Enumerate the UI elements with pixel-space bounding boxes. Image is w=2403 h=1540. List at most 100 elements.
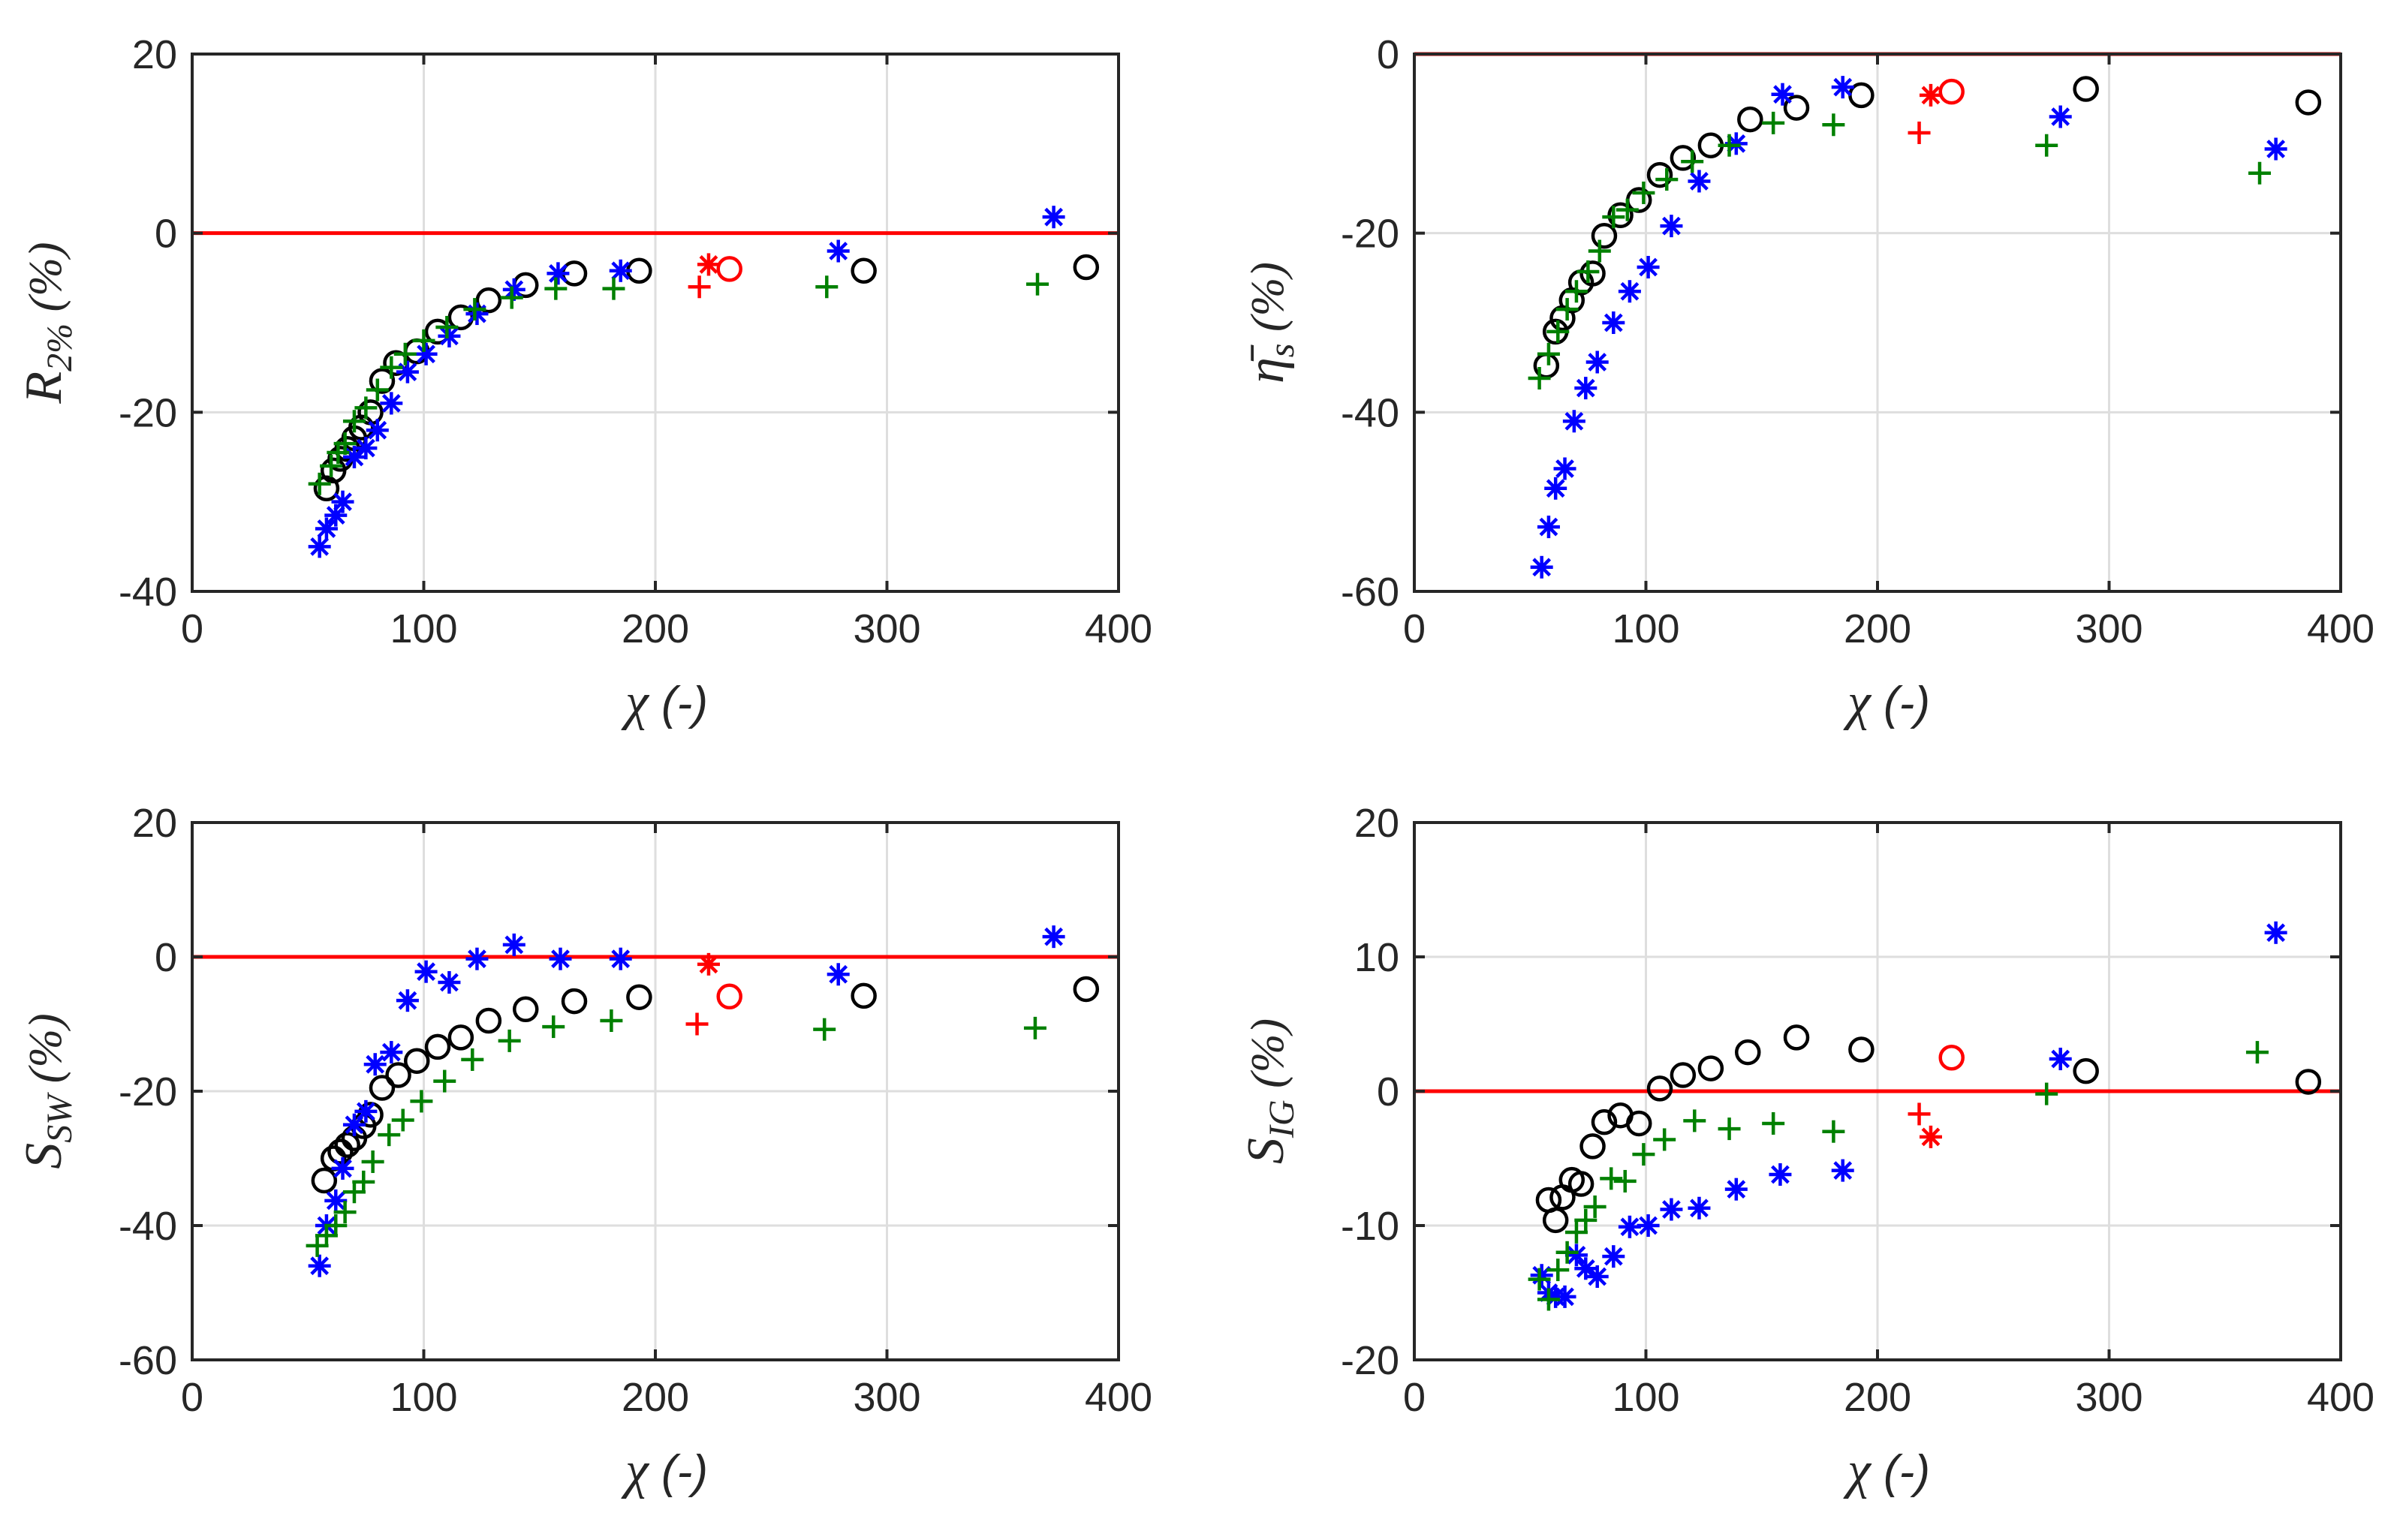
- marker-circle: [2295, 1069, 2322, 1095]
- series-red-star: [1919, 1125, 1942, 1148]
- x-tick-label: 100: [1612, 1375, 1679, 1420]
- y-tick-label: 0: [1377, 1069, 1399, 1114]
- series-red-circle: [1938, 1045, 1965, 1071]
- marker-plus: [366, 378, 389, 402]
- marker-circle: [1646, 1075, 1673, 1102]
- y-axis-label: SSW (%): [15, 1013, 80, 1169]
- marker-star: [1602, 311, 1625, 334]
- marker-plus: [685, 1012, 709, 1036]
- x-axis-symbol: χ: [621, 1442, 650, 1499]
- y-axis-unit: (%): [20, 1013, 71, 1094]
- marker-plus: [342, 1181, 366, 1204]
- series-circle-black: [1535, 1024, 2322, 1234]
- marker-circle: [561, 988, 588, 1015]
- marker-plus: [1655, 168, 1679, 191]
- marker-plus: [1632, 1143, 1655, 1166]
- marker-circle: [1938, 78, 1965, 105]
- marker-star-d2: [1564, 411, 1584, 431]
- marker-plus: [342, 410, 366, 433]
- marker-circle: [403, 1048, 430, 1074]
- marker-star-d2: [2051, 1049, 2070, 1069]
- marker-star: [396, 989, 419, 1012]
- marker-star-d2: [417, 962, 435, 982]
- marker-star: [609, 259, 632, 282]
- y-axis-symbol: S: [1237, 1138, 1295, 1164]
- marker-star-d2: [1690, 1199, 1709, 1218]
- marker-star-d2: [699, 955, 718, 974]
- marker-star-d2: [1620, 281, 1640, 301]
- marker-star: [465, 302, 489, 326]
- marker-star-d2: [504, 280, 524, 299]
- marker-star: [1618, 280, 1641, 303]
- marker-circle: [1073, 254, 1100, 281]
- x-axis-label: χ (-): [621, 673, 708, 731]
- series-red-star: [697, 253, 720, 276]
- marker-plus: [1588, 239, 1611, 263]
- marker-circle: [1579, 260, 1606, 287]
- marker-plus: [1023, 1016, 1046, 1039]
- y-tick-label: -10: [1341, 1204, 1399, 1249]
- x-axis-unit: (-): [649, 678, 708, 729]
- marker-star-d2: [468, 949, 486, 969]
- marker-star-d2: [699, 255, 718, 274]
- marker-plus: [1681, 150, 1704, 173]
- marker-star-d2: [381, 394, 401, 413]
- marker-star: [827, 239, 850, 263]
- marker-circle: [851, 257, 877, 284]
- x-axis-label: χ (-): [1843, 673, 1930, 731]
- marker-star-d2: [611, 949, 631, 969]
- y-tick-label: -40: [1341, 390, 1399, 435]
- marker-star-d2: [1773, 85, 1792, 104]
- y-tick-label: 0: [155, 212, 177, 257]
- y-tick-label: -20: [119, 1069, 177, 1114]
- marker-plus: [1564, 1220, 1588, 1244]
- marker-star-d2: [1620, 1217, 1640, 1237]
- marker-star-d2: [1567, 1245, 1586, 1265]
- marker-star-d2: [310, 537, 330, 556]
- marker-plus: [461, 1048, 484, 1071]
- marker-circle: [1073, 976, 1100, 1003]
- marker-circle: [1579, 1133, 1606, 1160]
- marker-plus: [1555, 298, 1579, 321]
- marker-circle: [1607, 202, 1634, 229]
- series-red-plus: [1908, 1102, 1931, 1126]
- x-tick-label: 300: [2075, 1375, 2143, 1420]
- marker-star: [308, 535, 331, 558]
- marker-star: [697, 253, 720, 276]
- marker-star: [1562, 410, 1585, 433]
- marker-circle: [475, 1007, 502, 1034]
- x-axis-unit: (-): [1871, 678, 1930, 729]
- marker-star: [2264, 921, 2287, 944]
- marker-star: [414, 960, 438, 983]
- y-tick-label: -40: [119, 570, 177, 615]
- series-red-circle: [1938, 78, 1965, 105]
- marker-plus: [320, 454, 343, 477]
- x-tick-label: 200: [622, 606, 689, 651]
- y-axis-label: SIG (%): [1237, 1018, 1302, 1164]
- marker-star: [1831, 1159, 1854, 1182]
- marker-star-d2: [1604, 313, 1623, 332]
- y-axis-subscript: IG: [1262, 1099, 1302, 1138]
- marker-star-d2: [1576, 1259, 1595, 1278]
- marker-star-d2: [310, 1256, 330, 1276]
- marker-star-d2: [381, 1042, 401, 1062]
- marker-plus: [1653, 1128, 1676, 1151]
- marker-plus: [602, 277, 625, 300]
- marker-star: [363, 1053, 387, 1076]
- series-plus-green: [1528, 111, 2272, 390]
- x-axis-label: χ (-): [621, 1442, 708, 1499]
- series-plus-green: [1528, 1041, 2269, 1311]
- marker-plus: [498, 1029, 521, 1052]
- marker-plus: [1762, 1111, 1785, 1135]
- marker-circle: [475, 287, 502, 314]
- marker-circle: [357, 1102, 384, 1128]
- marker-plus: [380, 356, 403, 379]
- marker-star: [1574, 377, 1597, 400]
- marker-star-d2: [1555, 459, 1574, 478]
- marker-plus: [1576, 260, 1600, 283]
- marker-circle: [716, 256, 742, 282]
- y-axis-symbol: S: [15, 1143, 73, 1169]
- marker-circle: [369, 368, 396, 394]
- y-tick-label: 10: [1354, 935, 1399, 980]
